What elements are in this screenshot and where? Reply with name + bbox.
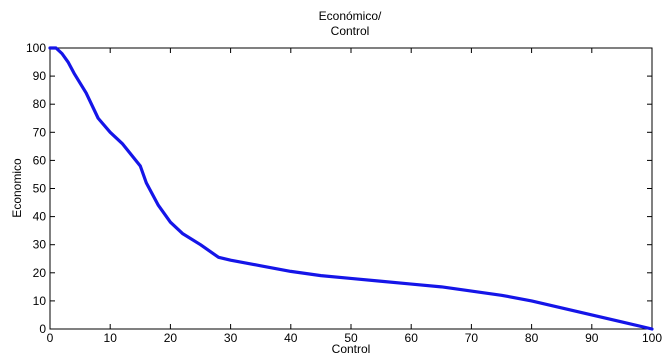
y-tick-label: 60 [33, 153, 47, 167]
y-tick-label: 10 [33, 294, 47, 308]
x-tick-label: 70 [465, 331, 479, 345]
x-axis-label: Control [332, 342, 371, 355]
x-tick-label: 60 [405, 331, 419, 345]
chart-title-line-2: Control [331, 24, 370, 38]
x-tick-label: 20 [164, 331, 178, 345]
x-tick-label: 0 [47, 331, 54, 345]
x-tick-label: 80 [525, 331, 539, 345]
ticks: 0 10 20 30 40 50 60 70 80 90 100 0 10 20 30 40 50 60 70 80 9… [26, 41, 662, 345]
series-line [48, 46, 654, 331]
chart-title-line-1: Económico/ [319, 9, 382, 23]
y-tick-label: 50 [33, 182, 47, 196]
plot-area [49, 47, 653, 330]
y-axis-label: Economico [10, 158, 24, 218]
y-tick-label: 100 [26, 41, 46, 55]
y-tick-label: 70 [33, 125, 47, 139]
y-tick-label: 20 [33, 266, 47, 280]
x-tick-label: 40 [284, 331, 298, 345]
y-tick-label: 40 [33, 210, 47, 224]
series-group [48, 46, 654, 331]
x-tick-label: 90 [585, 331, 599, 345]
x-tick-label: 100 [642, 331, 662, 345]
x-tick-label: 10 [104, 331, 118, 345]
x-tick-label: 30 [224, 331, 238, 345]
y-tick-label: 30 [33, 238, 47, 252]
y-tick-label: 80 [33, 97, 47, 111]
y-tick-label: 0 [39, 322, 46, 336]
x-tick-label: 50 [344, 331, 358, 345]
y-tick-label: 90 [33, 69, 47, 83]
